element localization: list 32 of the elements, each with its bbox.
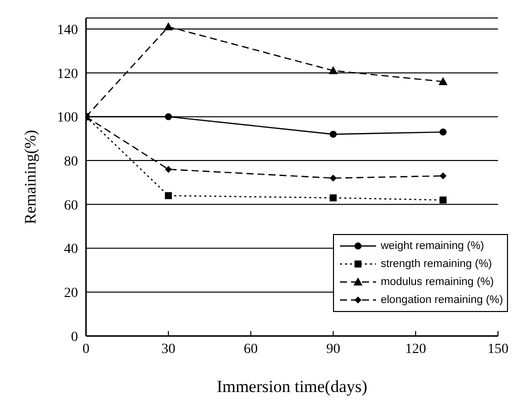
point <box>330 174 337 182</box>
y-tick-label: 120 <box>57 66 78 82</box>
y-tick-label: 80 <box>64 154 78 170</box>
y-axis-title: Remaining(%) <box>22 130 40 224</box>
point <box>330 194 337 202</box>
point <box>328 66 338 74</box>
y-tick-label: 140 <box>57 22 78 38</box>
point <box>164 22 173 30</box>
point <box>440 128 447 136</box>
point <box>438 77 448 86</box>
legend-label: modulus remaining (%) <box>380 276 494 288</box>
x-tick-label: 120 <box>405 342 426 357</box>
y-tick-label: 60 <box>64 198 78 214</box>
y-tick-label: 40 <box>64 242 78 258</box>
point <box>440 196 447 204</box>
x-tick-label: 90 <box>326 342 340 357</box>
point <box>440 172 447 180</box>
legend-label: weight remaining (%) <box>380 240 484 252</box>
x-tick-label: 0 <box>82 342 90 357</box>
x-axis-title: Immersion time(days) <box>216 377 368 396</box>
point <box>164 192 172 200</box>
point <box>164 113 172 120</box>
x-tick-label: 150 <box>488 342 508 357</box>
point <box>164 166 172 173</box>
legend-label: elongation remaining (%) <box>380 294 503 306</box>
y-tick-label: 100 <box>57 110 78 126</box>
legend-label: strength remaining (%) <box>380 258 492 270</box>
point <box>330 130 337 138</box>
y-tick-label: 20 <box>64 286 78 302</box>
x-tick-label: 30 <box>161 342 176 357</box>
x-tick-label: 60 <box>244 342 258 357</box>
y-tick-label: 0 <box>71 330 78 345</box>
